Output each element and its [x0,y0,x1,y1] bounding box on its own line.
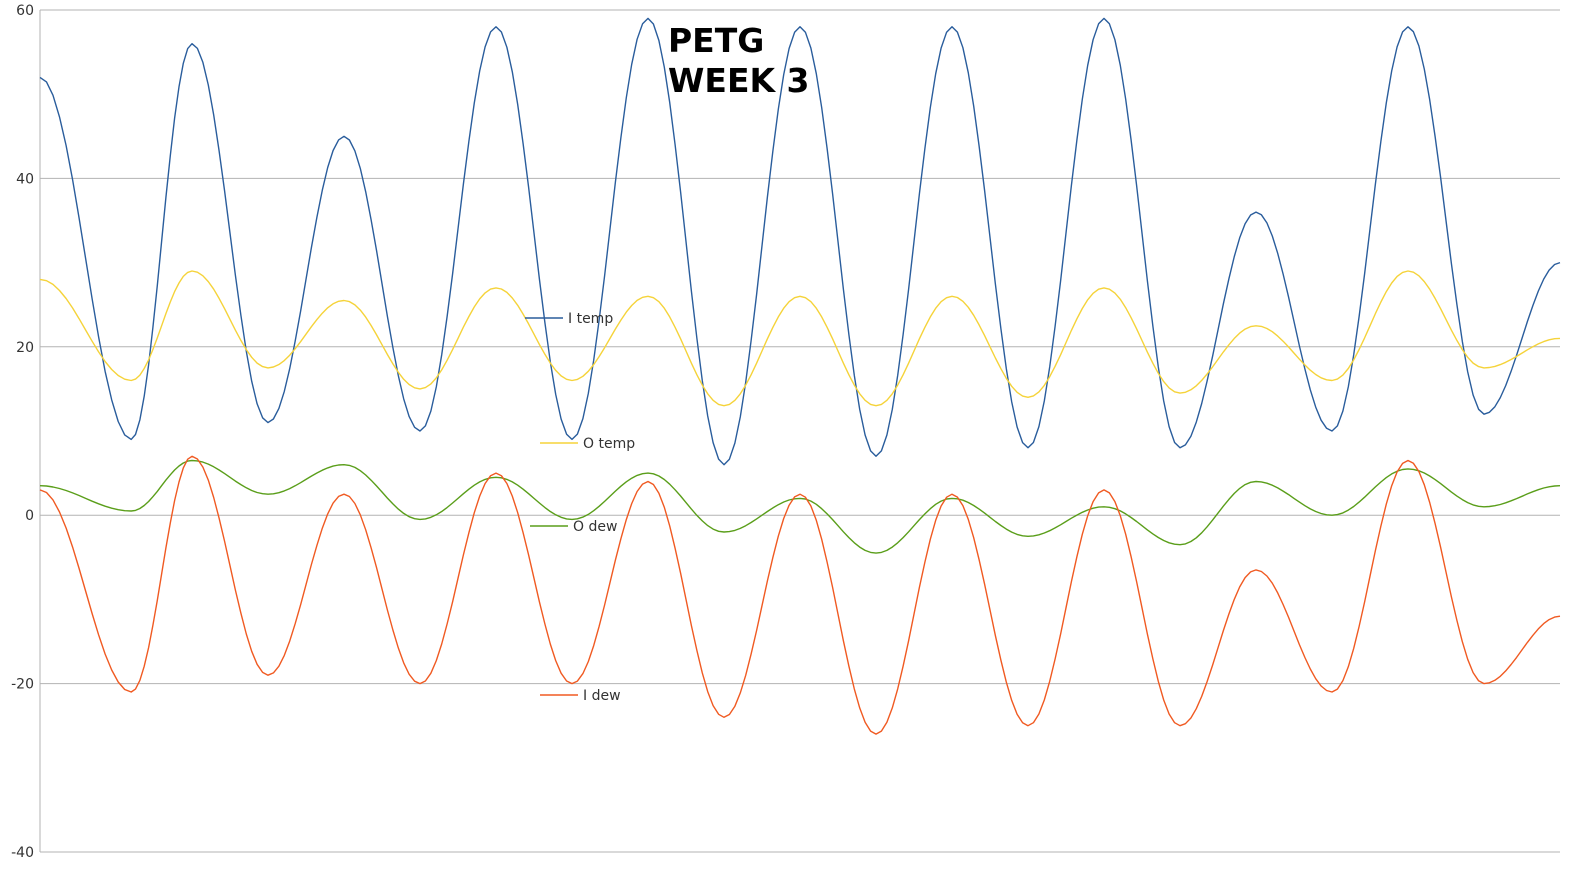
gridlines [40,9,1560,853]
series-line-2 [39,459,1561,554]
series-line-1 [39,270,1561,407]
chart-title: PETG WEEK 3 [668,21,810,100]
y-tick-label: 0 [25,508,34,524]
y-tick-label: 40 [16,171,34,187]
y-tick-labels: 60 40 20 0 -20 -40 [11,3,34,861]
legend-label-2: O dew [573,519,617,535]
y-tick-label: -40 [11,845,34,861]
chart-title-line-1: PETG [668,21,764,60]
legend-label-0: I temp [568,311,613,327]
y-tick-label: 60 [16,3,34,19]
y-tick-label: 20 [16,340,34,356]
legend-label-3: I dew [583,688,621,704]
series-lines [39,17,1561,735]
series-line-3 [39,455,1561,735]
inline-series-labels: I temp O temp O dew I dew [525,311,635,704]
y-tick-label: -20 [11,677,34,693]
chart-title-line-2: WEEK 3 [668,61,810,100]
legend-label-1: O temp [583,436,635,452]
